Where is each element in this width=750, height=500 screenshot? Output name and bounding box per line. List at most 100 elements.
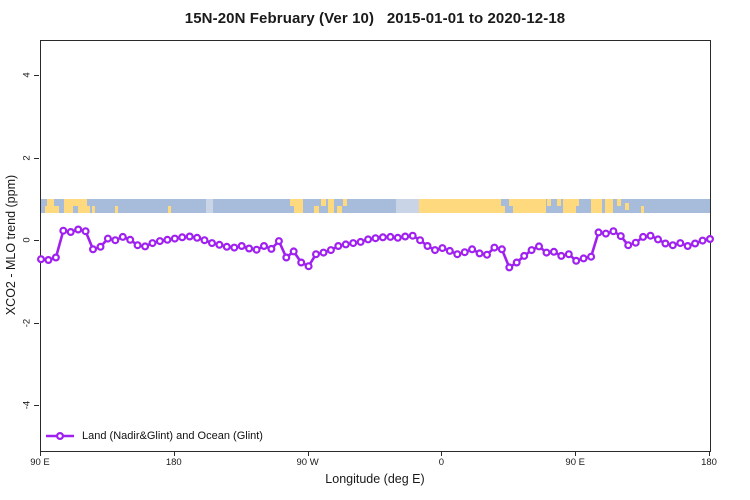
y-tick-label-text: 4 xyxy=(21,72,33,78)
data-point xyxy=(557,251,566,260)
data-point xyxy=(542,248,551,257)
land-patch xyxy=(605,198,613,213)
data-point xyxy=(378,233,387,242)
land-patch xyxy=(509,198,513,206)
y-tick-label-text: -2 xyxy=(21,318,33,327)
data-point xyxy=(319,248,328,257)
data-point xyxy=(408,231,417,240)
data-point xyxy=(646,231,655,240)
data-point xyxy=(200,236,209,245)
data-point xyxy=(155,237,164,246)
y-tick xyxy=(34,75,39,77)
trend-series-svg xyxy=(36,225,714,272)
land-patch xyxy=(343,198,347,206)
x-tick-label: 180 xyxy=(701,457,717,468)
data-point xyxy=(111,236,120,245)
pale-patch xyxy=(396,198,419,213)
land-patch xyxy=(591,198,602,213)
x-tick xyxy=(441,451,443,456)
land-patch xyxy=(625,202,629,210)
x-tick-label: 90 E xyxy=(30,457,50,468)
data-point xyxy=(661,239,670,248)
data-point xyxy=(230,243,239,252)
legend: Land (Nadir&Glint) and Ocean (Glint) xyxy=(45,430,263,442)
data-point xyxy=(185,232,194,241)
data-point xyxy=(215,240,224,249)
data-point xyxy=(572,256,581,265)
land-patch xyxy=(115,205,118,213)
data-point xyxy=(490,243,499,252)
ocean-patch xyxy=(73,205,78,213)
data-point xyxy=(364,235,373,244)
data-point xyxy=(141,242,150,251)
x-tick xyxy=(40,451,41,456)
data-point xyxy=(401,232,410,241)
data-point xyxy=(44,256,53,265)
legend-label: Land (Nadir&Glint) and Ocean (Glint) xyxy=(82,430,263,442)
data-point xyxy=(274,237,283,246)
data-point xyxy=(59,226,68,235)
data-point xyxy=(520,251,529,260)
data-point xyxy=(81,227,90,236)
data-point xyxy=(505,263,514,272)
data-point xyxy=(386,232,395,241)
land-patch xyxy=(547,198,551,206)
x-tick xyxy=(307,451,309,456)
data-point xyxy=(356,237,365,246)
y-tick xyxy=(34,240,39,242)
ocean-patch xyxy=(87,198,90,206)
data-point xyxy=(416,236,425,245)
data-point xyxy=(126,235,135,244)
data-point xyxy=(118,232,127,241)
data-point xyxy=(304,262,313,271)
data-point xyxy=(371,234,380,243)
data-point xyxy=(66,228,75,237)
data-point xyxy=(497,245,506,254)
data-point xyxy=(564,250,573,259)
x-tick-label: 90 W xyxy=(296,457,319,468)
legend-marker-icon xyxy=(46,431,74,441)
data-point xyxy=(326,246,335,255)
land-patch xyxy=(501,205,505,213)
y-tick-label-text: 2 xyxy=(21,154,33,161)
data-point xyxy=(260,242,269,251)
land-patch xyxy=(294,198,303,213)
data-point xyxy=(163,235,172,244)
data-point xyxy=(691,239,700,248)
x-tick-label: 0 xyxy=(438,457,445,468)
data-point xyxy=(438,244,447,253)
data-point xyxy=(676,239,685,248)
land-patch xyxy=(92,205,95,213)
data-point xyxy=(527,246,536,255)
x-tick-label: 180 xyxy=(165,457,182,468)
land-patch xyxy=(557,198,561,206)
data-point xyxy=(193,233,202,242)
data-point xyxy=(624,241,633,250)
data-point xyxy=(483,250,492,259)
data-point xyxy=(668,241,677,250)
y-tick xyxy=(34,405,39,407)
data-point xyxy=(594,228,603,237)
data-point xyxy=(133,241,142,250)
data-point xyxy=(705,235,714,244)
data-point xyxy=(208,239,217,248)
y-tick xyxy=(34,157,39,159)
data-point xyxy=(639,232,648,241)
data-point xyxy=(51,253,60,262)
data-point xyxy=(282,253,291,262)
data-point xyxy=(341,240,350,249)
data-point xyxy=(222,242,231,251)
x-tick xyxy=(173,451,175,456)
data-point xyxy=(148,239,157,248)
data-point xyxy=(334,242,343,251)
data-point xyxy=(237,242,246,251)
data-point xyxy=(96,242,105,251)
data-point xyxy=(289,247,298,256)
data-point xyxy=(549,247,558,256)
land-patch xyxy=(563,198,576,213)
land-patch xyxy=(641,205,644,213)
data-point xyxy=(297,258,306,267)
data-point xyxy=(579,254,588,263)
data-point xyxy=(252,245,261,254)
data-point xyxy=(178,233,187,242)
